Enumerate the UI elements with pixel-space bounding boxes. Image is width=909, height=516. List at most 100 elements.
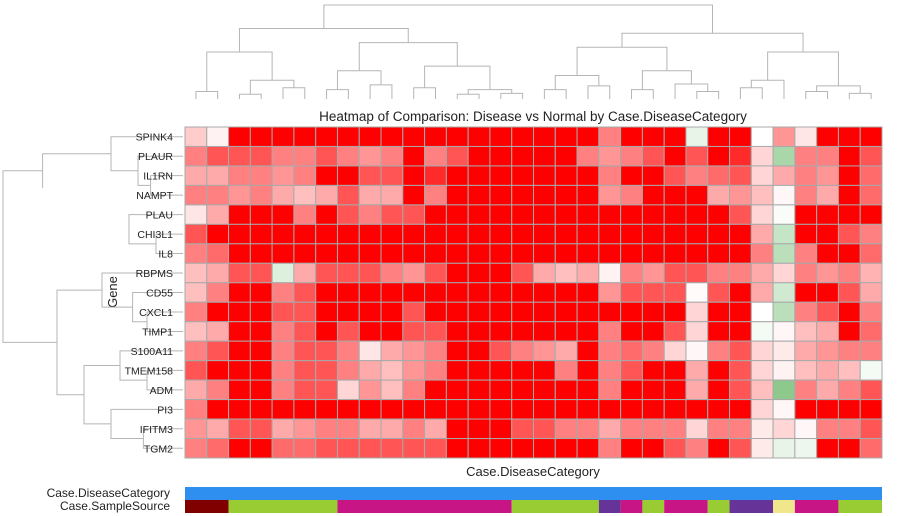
heatmap-cell-SPINK4-27: [750, 126, 774, 147]
heatmap-cell-CHI3L1-30: [816, 223, 839, 245]
heatmap-cell-CHI3L1-14: [467, 223, 491, 245]
heatmap-cell-IL1RN-30: [816, 165, 839, 186]
heatmap-cell-TMEM158-3: [228, 360, 251, 381]
heatmap-cell-CXCL1-25: [707, 301, 731, 323]
heatmap-cell-TGM2-12: [424, 438, 447, 459]
heatmap-cell-IL8-14: [467, 243, 491, 264]
heatmap-cell-TMEM158-20: [598, 360, 622, 381]
heatmap-cell-PI3-26: [729, 399, 752, 420]
heatmap-cell-RBPMS-23: [663, 262, 687, 284]
heatmap-cell-PI3-17: [533, 399, 556, 420]
heatmap-cell-PLAU-19: [576, 204, 600, 225]
heatmap-cell-ADM-9: [358, 379, 382, 401]
heatmap-cell-CD55-21: [620, 282, 643, 303]
heatmap-cell-PLAU-21: [620, 204, 643, 225]
heatmap-cell-IFITM3-9: [358, 418, 382, 440]
heatmap-cell-IL8-10: [380, 243, 404, 264]
heatmap-cell-PI3-29: [794, 399, 818, 420]
row-dendrogram: [2, 136, 183, 449]
heatmap-cell-NAMPT-31: [837, 184, 861, 206]
column-dendrogram: [195, 4, 872, 99]
heatmap-cell-CXCL1-4: [249, 301, 273, 323]
heatmap-cell-TIMP1-9: [358, 321, 382, 342]
heatmap-cell-TGM2-26: [729, 438, 752, 459]
heatmap-cell-TIMP1-29: [794, 321, 818, 342]
heatmap-cell-ADM-25: [707, 379, 731, 401]
heatmap-cell-CXCL1-9: [358, 301, 382, 323]
heatmap-cell-CXCL1-28: [772, 301, 796, 323]
heatmap-cell-TIMP1-32: [859, 321, 883, 342]
heatmap-cell-ADM-32: [859, 379, 883, 401]
heatmap-cell-IL8-22: [641, 243, 665, 264]
heatmap-cell-RBPMS-25: [707, 262, 731, 284]
heatmap-cell-PLAU-5: [271, 204, 295, 225]
heatmap-cell-TMEM158-9: [358, 360, 382, 381]
heatmap-cell-IFITM3-19: [576, 418, 600, 440]
heatmap-cell-TMEM158-29: [794, 360, 818, 381]
heatmap-cell-PLAUR-2: [206, 145, 230, 167]
heatmap-cell-CD55-32: [859, 282, 883, 303]
heatmap-cell-IFITM3-8: [336, 418, 360, 440]
heatmap-cell-SPINK4-18: [554, 126, 578, 147]
heatmap-cell-RBPMS-3: [228, 262, 251, 284]
row-label-s100a11: S100A11: [131, 346, 174, 358]
heatmap-cell-TGM2-5: [271, 438, 295, 459]
heatmap-cell-TIMP1-13: [445, 321, 469, 342]
heatmap-cell-S100A11-16: [511, 340, 534, 362]
heatmap-cell-CHI3L1-32: [859, 223, 883, 245]
heatmap-cell-CD55-15: [489, 282, 513, 303]
heatmap-cell-IL1RN-7: [315, 165, 338, 186]
heatmap-cell-CXCL1-18: [554, 301, 578, 323]
heatmap-cell-RBPMS-14: [467, 262, 491, 284]
heatmap-cell-RBPMS-16: [511, 262, 534, 284]
heatmap-cell-S100A11-14: [467, 340, 491, 362]
heatmap-cell-IFITM3-1: [184, 418, 208, 440]
heatmap-cell-S100A11-5: [271, 340, 295, 362]
heatmap-cell-NAMPT-14: [467, 184, 491, 206]
heatmap-cell-IL1RN-2: [206, 165, 230, 186]
heatmap-cell-SPINK4-15: [489, 126, 513, 147]
heatmap-cell-PLAU-22: [641, 204, 665, 225]
heatmap-cell-SPINK4-1: [184, 126, 208, 147]
heatmap-cell-IL8-28: [772, 243, 796, 264]
heatmap-cell-IFITM3-13: [445, 418, 469, 440]
heatmap-cell-RBPMS-18: [554, 262, 578, 284]
heatmap-cell-RBPMS-32: [859, 262, 883, 284]
heatmap-cell-S100A11-29: [794, 340, 818, 362]
heatmap-cell-S100A11-24: [685, 340, 709, 362]
heatmap-cell-IL8-7: [315, 243, 338, 264]
heatmap-cells: [184, 126, 883, 459]
heatmap-cell-TGM2-18: [554, 438, 578, 459]
heatmap-cell-ADM-5: [271, 379, 295, 401]
heatmap-cell-NAMPT-25: [707, 184, 731, 206]
heatmap-cell-PLAUR-28: [772, 145, 796, 167]
heatmap-cell-TGM2-7: [315, 438, 338, 459]
heatmap-cell-CD55-31: [837, 282, 861, 303]
annotation-segment-2-6: [620, 500, 643, 513]
heatmap-cell-TMEM158-7: [315, 360, 338, 381]
heatmap-cell-IFITM3-20: [598, 418, 622, 440]
heatmap-cell-SPINK4-10: [380, 126, 404, 147]
heatmap-cell-NAMPT-20: [598, 184, 622, 206]
heatmap-cell-IL1RN-27: [750, 165, 774, 186]
heatmap-cell-ADM-22: [641, 379, 665, 401]
heatmap-cell-TIMP1-28: [772, 321, 796, 342]
heatmap-cell-CHI3L1-10: [380, 223, 404, 245]
heatmap-cell-TMEM158-10: [380, 360, 404, 381]
heatmap-cell-CXCL1-2: [206, 301, 230, 323]
heatmap-cell-RBPMS-31: [837, 262, 861, 284]
heatmap-cell-TGM2-3: [228, 438, 251, 459]
heatmap-cell-RBPMS-28: [772, 262, 796, 284]
heatmap-cell-IFITM3-7: [315, 418, 338, 440]
heatmap-cell-CXCL1-24: [685, 301, 709, 323]
heatmap-cell-TMEM158-19: [576, 360, 600, 381]
heatmap-cell-IL8-3: [228, 243, 251, 264]
heatmap-cell-PLAU-16: [511, 204, 534, 225]
heatmap-cell-SPINK4-20: [598, 126, 622, 147]
heatmap-cell-CHI3L1-12: [424, 223, 447, 245]
heatmap-cell-TIMP1-20: [598, 321, 622, 342]
heatmap-cell-SPINK4-5: [271, 126, 295, 147]
heatmap-cell-S100A11-4: [249, 340, 273, 362]
heatmap-cell-IL8-2: [206, 243, 230, 264]
